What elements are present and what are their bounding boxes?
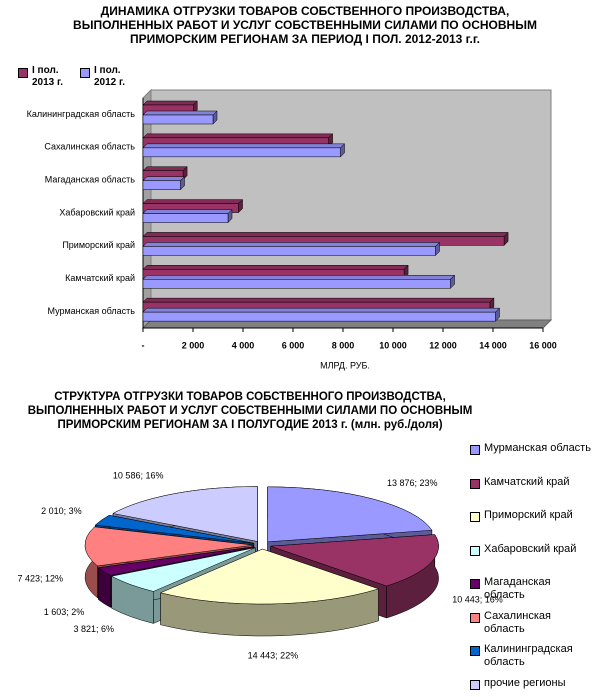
bar-top [142,166,188,171]
legend-label: Сахалинская область [484,609,551,635]
y-tick-label: Хабаровский край [59,207,135,217]
bar-top [142,100,198,106]
bar-top [142,110,218,116]
bar-top [142,265,409,270]
bar [142,147,341,158]
legend-label: I пол. 2012 г. [94,65,125,88]
pie-slice [159,548,380,605]
pie-slice [112,486,258,542]
y-tick-label: Калининградская область [27,109,136,119]
pie-slice [110,547,256,592]
legend-swatch [80,68,90,78]
bar-top [142,307,501,313]
bar-top [142,199,244,204]
y-tick-label: Магаданская область [45,175,136,185]
bar-top [142,275,456,280]
data-label: 13 876; 23% [387,478,438,488]
data-label: 10 586; 16% [113,471,164,481]
bar [142,180,181,190]
data-label: 14 443; 22% [248,650,299,660]
pie-slice [84,526,254,567]
bar-top [142,209,233,214]
y-tick-label: Мурманская область [47,306,135,316]
legend-swatch [470,646,480,656]
bar-top [142,176,186,181]
x-axis-title: МЛРД. РУБ. [320,360,370,370]
pie-slice [270,534,439,587]
x-tick-label: 12 000 [429,340,457,350]
x-tick-label: 10 000 [379,340,407,350]
pie-slice [97,546,255,576]
legend-swatch [470,545,480,556]
data-label: 1 603; 2% [44,607,85,617]
bar-top [142,143,346,149]
x-tick-label: 6 000 [282,340,305,350]
legend-label: I пол. 2013 г. [32,65,63,88]
pie-slice [94,514,254,544]
data-label: 7 423; 12% [18,573,64,583]
bar [142,279,451,289]
bar-top [142,133,334,139]
legend-label: Приморский край [484,509,573,521]
bar [142,246,436,256]
x-tick-label: 16 000 [529,340,557,350]
y-tick-label: Камчатский край [65,273,135,283]
data-label: 10 443; 16% [452,595,503,605]
bar-top [142,297,495,303]
legend-swatch [470,579,480,589]
legend-swatch [470,445,480,455]
legend-swatch [470,612,480,623]
x-tick-label: 14 000 [479,340,507,350]
x-tick-label: 8 000 [332,340,355,350]
legend-swatch [470,512,480,522]
legend-swatch [470,478,480,489]
x-tick-label: - [142,340,145,350]
bar [142,311,496,322]
legend-label: Магаданская область [484,576,551,601]
bar-top [142,232,509,237]
legend-label: Камчатский край [484,475,570,488]
data-label: 2 010; 3% [41,506,82,516]
x-tick-label: 4 000 [232,340,255,350]
legend-label: Калининградская область [484,643,573,668]
x-tick-label: 2 000 [182,340,205,350]
legend-swatch [18,68,28,78]
legend-label: Мурманская область [484,442,591,454]
y-tick-label: Приморский край [62,240,135,250]
bar [142,213,229,223]
pie-chart-title: СТРУКТУРА ОТГРУЗКИ ТОВАРОВ СОБСТВЕННОГО … [27,391,473,431]
bar [142,114,214,125]
data-label: 3 821; 6% [73,624,114,634]
bar-top [142,242,441,247]
legend-swatch [470,679,480,690]
y-tick-label: Сахалинская область [44,142,135,152]
legend-label: прочие регионы [484,676,566,689]
legend-label: Хабаровский край [484,542,577,555]
bar-chart-title: ДИНАМИКА ОТГРУЗКИ ТОВАРОВ СОБСТВЕННОГО П… [73,4,537,46]
pie-slice [267,486,433,543]
